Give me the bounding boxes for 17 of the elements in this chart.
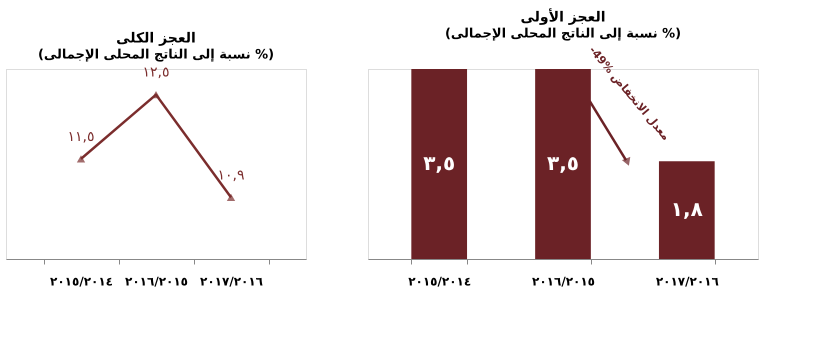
chart-subtitle: (نسبة إلى الناتج المحلى الإجمالى %) xyxy=(38,48,274,63)
x-tick-label: ٢٠١٧/٢٠١٦ xyxy=(656,274,719,288)
x-tick-label: ٢٠١٦/٢٠١٥ xyxy=(125,274,188,288)
data-label: ١٢,٥ xyxy=(142,64,170,81)
data-label: ١٠,٩ xyxy=(217,167,245,184)
x-tick-label: ٢٠١٥/٢٠١٤ xyxy=(408,274,472,288)
data-label: ١,٨ xyxy=(670,197,703,222)
annotation: -49% معدل الانخفاض xyxy=(586,44,672,143)
x-tick-label: ٢٠١٧/٢٠١٦ xyxy=(200,274,263,288)
x-tick-label: ٢٠١٦/٢٠١٥ xyxy=(532,274,595,288)
chart-title: العجز الكلى xyxy=(116,30,196,47)
chart-subtitle: (نسبة إلى الناتج المحلى الإجمالى %) xyxy=(444,26,682,42)
data-label: ٣,٥ xyxy=(546,151,580,175)
chart-title: العجز الأولى xyxy=(520,8,606,26)
data-label: ٣,٥ xyxy=(423,151,456,175)
data-label: ١١,٥ xyxy=(67,128,95,145)
x-tick-label: ٢٠١٥/٢٠١٤ xyxy=(50,274,113,288)
